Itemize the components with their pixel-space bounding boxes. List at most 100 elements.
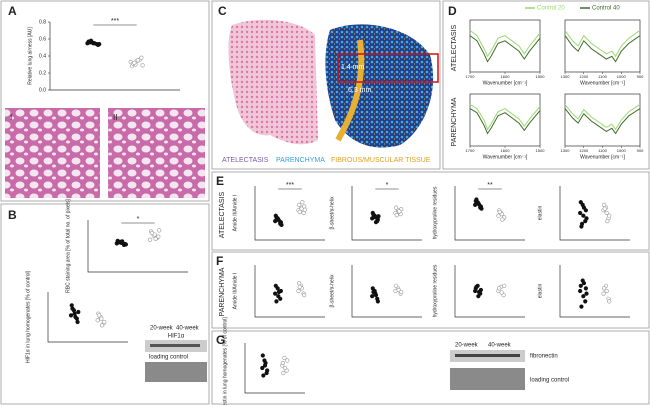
data-point: [496, 213, 501, 218]
data-point: [476, 202, 482, 207]
data-point: [99, 316, 104, 321]
y-tick-label: 0.0: [39, 87, 46, 93]
panel-label: F: [216, 254, 223, 268]
data-point: [297, 202, 302, 207]
x-axis-label: Wavenumber [cm⁻¹]: [580, 154, 625, 160]
axis: [559, 265, 630, 318]
data-point: [120, 239, 125, 244]
data-point: [370, 294, 375, 299]
plot-frame: [564, 93, 641, 147]
data-point: [601, 291, 606, 296]
panel-label: A: [8, 4, 17, 18]
row-label: ATELECTASIS: [451, 24, 458, 71]
data-point: [279, 222, 284, 227]
data-point: [153, 236, 158, 241]
data-point: [474, 284, 479, 289]
y-axis-label: Amide II/Amide I: [232, 273, 238, 310]
data-point: [497, 209, 502, 215]
data-point: [579, 304, 584, 309]
data-point: [72, 311, 77, 316]
blot-image: [145, 362, 207, 382]
data-point: [261, 373, 266, 378]
data-point: [260, 365, 265, 371]
data-point: [276, 289, 282, 295]
data-point: [97, 313, 102, 318]
axis: [244, 343, 305, 394]
y-axis-label: Amide II/Amide I: [232, 195, 238, 232]
significance: *: [137, 216, 140, 223]
x-axis-label: Wavenumber [cm⁻¹]: [483, 154, 528, 160]
data-point: [371, 289, 376, 295]
y-tick-label: 0.8: [39, 19, 46, 25]
data-point: [88, 38, 94, 43]
x-tick-label: 1000: [617, 148, 627, 153]
data-point: [499, 290, 504, 295]
data-point: [578, 200, 583, 205]
y-tick-label: 0.6: [39, 36, 46, 42]
data-point: [123, 242, 128, 247]
y-axis-label: β-sheet/α-helix: [329, 274, 335, 308]
data-point: [474, 197, 479, 202]
scale-label: 6.3 mm: [348, 87, 372, 94]
data-point: [583, 299, 588, 304]
significance: ***: [286, 182, 294, 189]
x-axis-label: Wavenumber [cm⁻¹]: [483, 80, 528, 86]
data-point: [375, 299, 380, 304]
panel-label: G: [216, 333, 225, 347]
data-point: [502, 283, 507, 288]
spectrum-line: [469, 103, 541, 131]
lung-section: [228, 19, 318, 145]
data-point: [476, 294, 481, 299]
spectrum-line: [564, 29, 641, 58]
data-point: [140, 63, 145, 68]
data-point: [282, 355, 287, 361]
data-point: [602, 202, 607, 207]
data-point: [274, 216, 280, 221]
data-point: [282, 365, 288, 371]
data-point: [607, 299, 612, 304]
data-point: [73, 314, 78, 320]
data-point: [297, 209, 302, 215]
y-axis-label: HIF1α in lung homogenates [% of control]: [25, 270, 31, 363]
data-point: [300, 200, 305, 205]
scale-label: 1.4 mm: [341, 64, 365, 71]
spectrum-line: [564, 35, 641, 63]
data-point: [265, 368, 270, 373]
data-point: [581, 213, 586, 218]
data-point: [397, 209, 402, 214]
blot-control: loading control: [149, 355, 188, 361]
x-axis-label: Wavenumber [cm⁻¹]: [580, 80, 625, 86]
data-point: [479, 206, 484, 211]
panel-label: C: [218, 4, 227, 18]
panel-frame: [442, 0, 650, 170]
data-point: [297, 281, 302, 286]
data-point: [285, 358, 290, 363]
y-axis-label: elastin: [537, 284, 543, 299]
x-tick-label: 900: [637, 148, 644, 153]
legend-label: Control 40: [592, 6, 620, 12]
data-point: [280, 360, 285, 366]
axis: [351, 186, 422, 241]
data-point: [394, 205, 399, 210]
image-label: II: [113, 113, 117, 122]
data-point: [75, 319, 80, 325]
blot-control: loading control: [530, 378, 569, 384]
data-point: [149, 230, 155, 236]
data-point: [476, 289, 482, 295]
panel-frame: [211, 330, 650, 405]
data-point: [371, 212, 376, 217]
panel-frame: [0, 203, 210, 405]
data-point: [297, 284, 302, 289]
x-tick-label: 1300: [561, 148, 571, 153]
data-point: [116, 240, 121, 245]
spectrum-line: [564, 108, 641, 135]
data-point: [296, 288, 301, 294]
data-point: [578, 283, 583, 288]
data-point: [604, 210, 609, 216]
data-point: [497, 286, 502, 291]
data-point: [76, 309, 81, 315]
axis: [454, 186, 525, 241]
image-label: I: [10, 113, 12, 122]
y-axis-label: hydroxyproline residues: [432, 186, 438, 239]
data-point: [394, 283, 399, 288]
